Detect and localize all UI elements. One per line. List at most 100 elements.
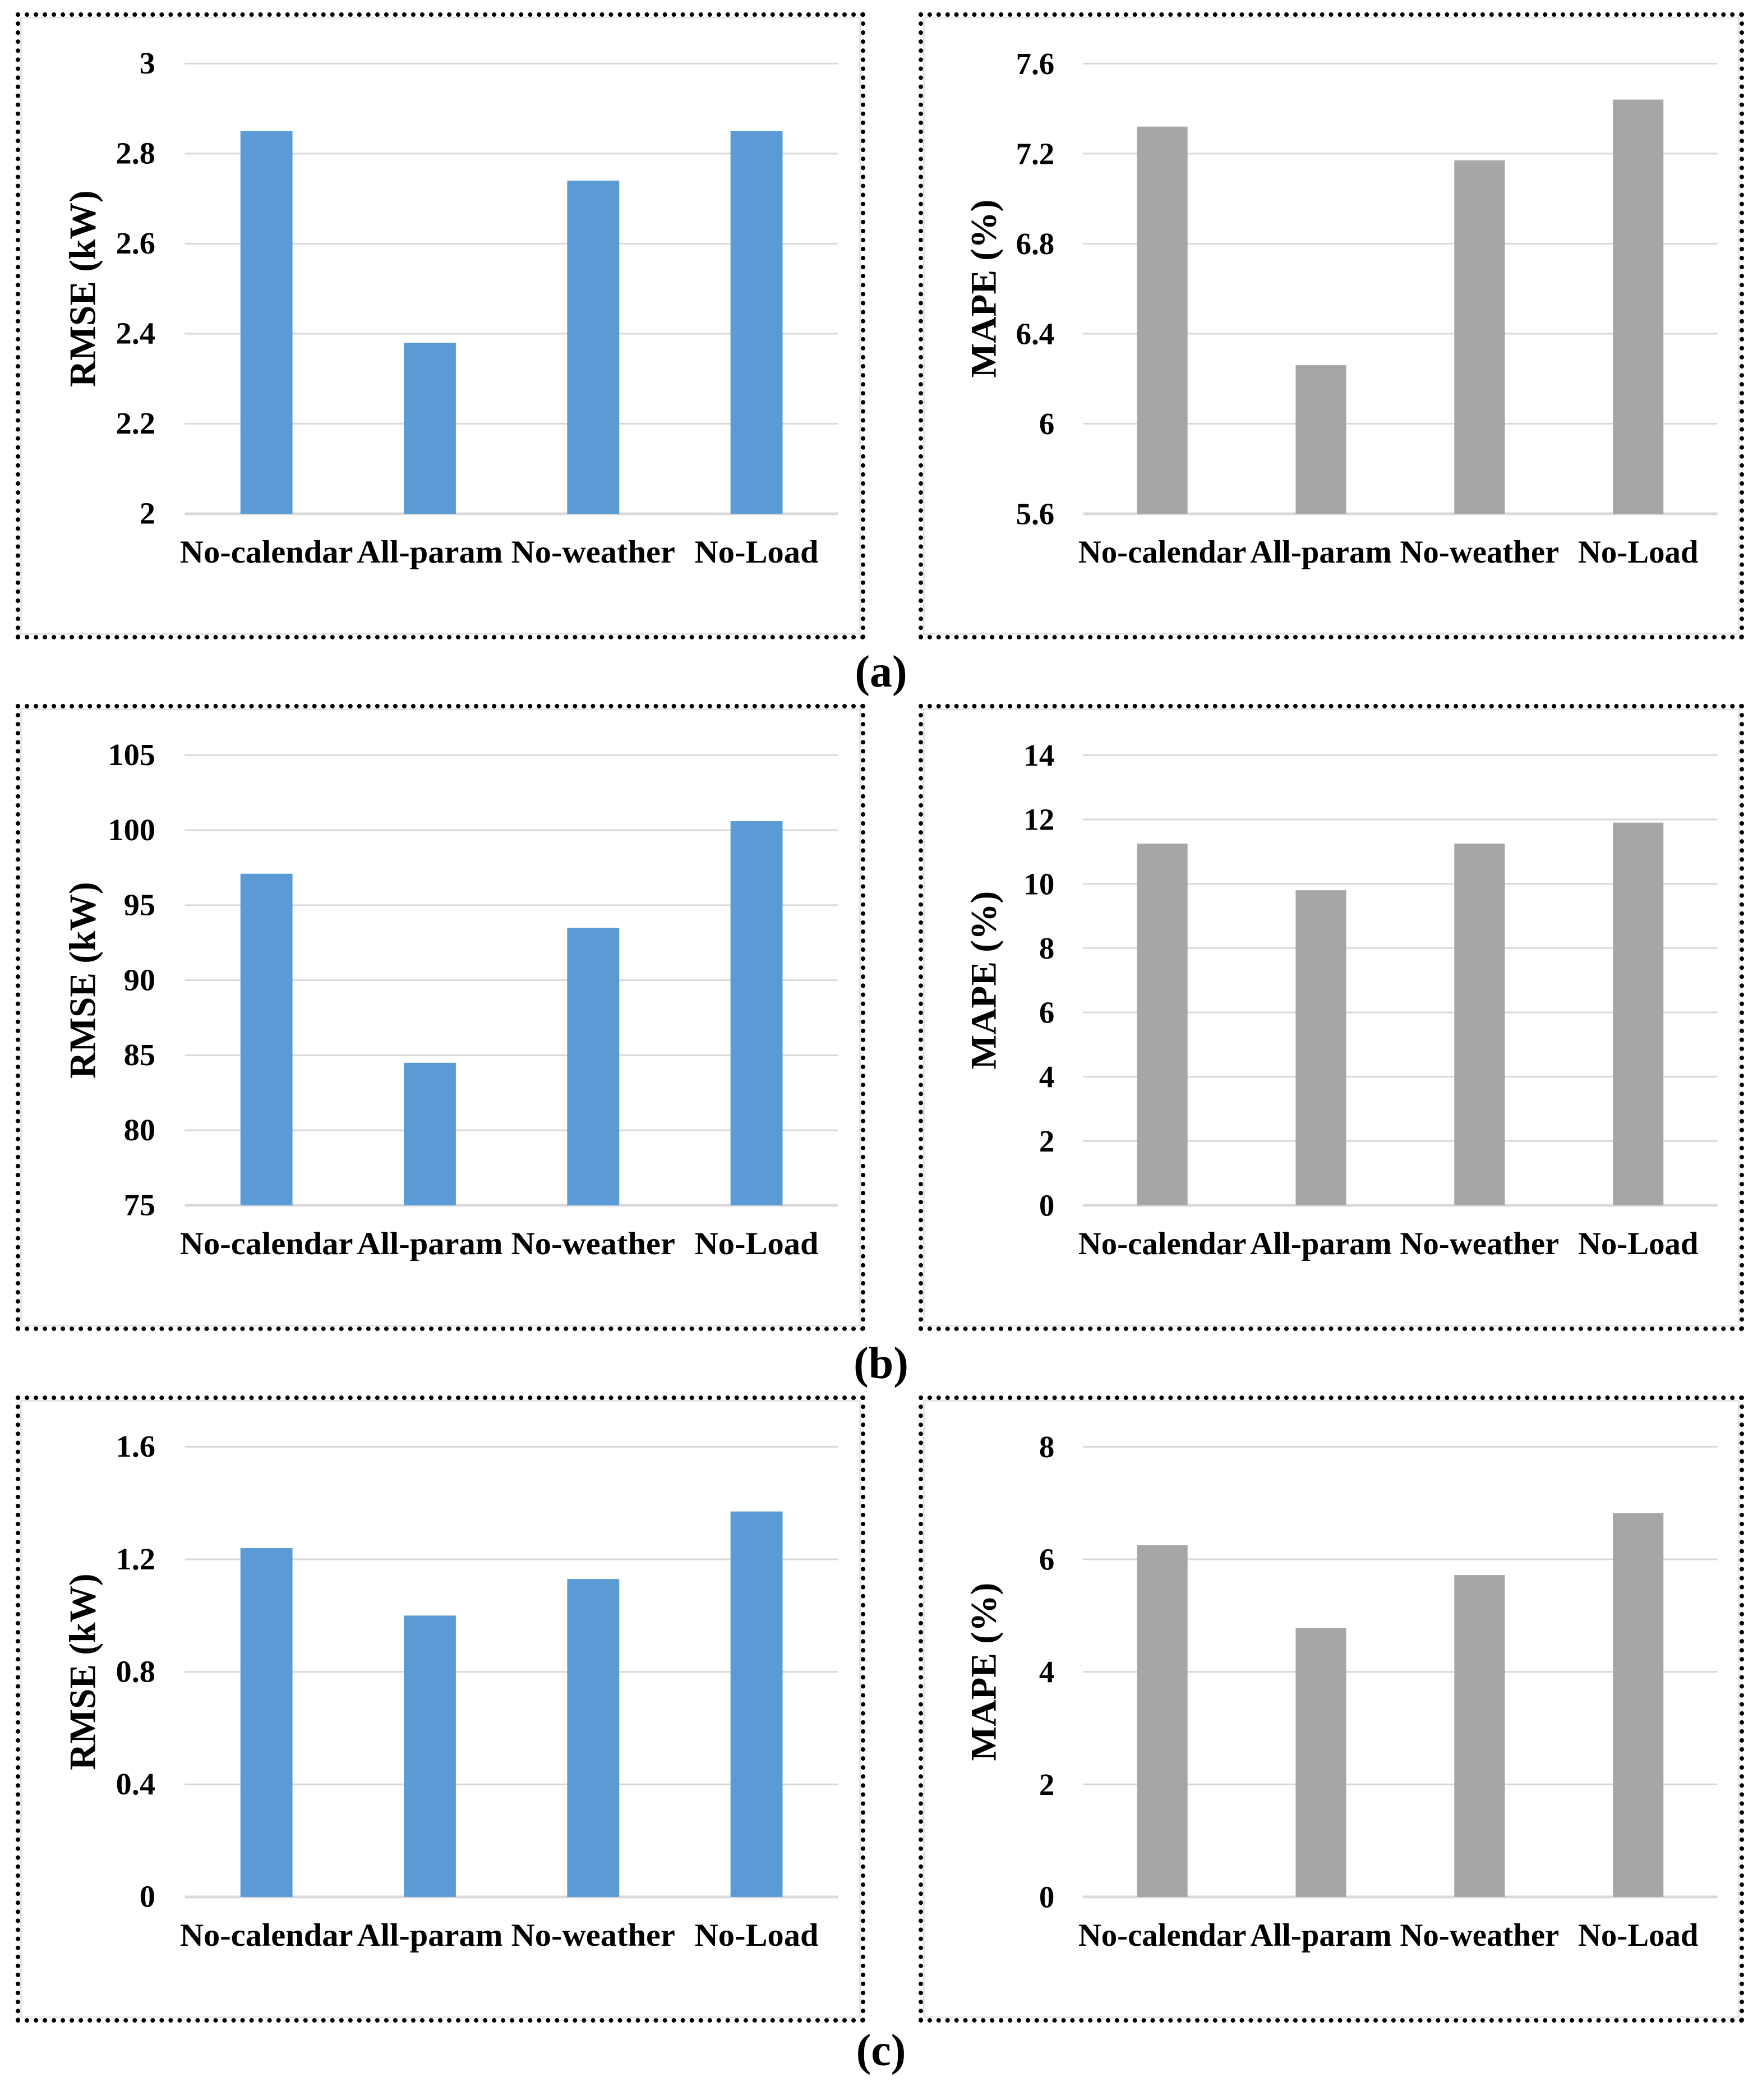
x-category-label: No-Load bbox=[1578, 1226, 1699, 1261]
y-tick-label: 6.8 bbox=[1016, 227, 1055, 261]
bar-all-param bbox=[404, 1062, 456, 1205]
caption-b: (b) bbox=[854, 1338, 908, 1388]
bar-no-calendar bbox=[1137, 1545, 1188, 1897]
bar-chart-a-mape: 5.6 6 6.4 6.8 7.2 7.6 No-calendar All-param No-w… bbox=[964, 47, 1718, 570]
x-category-label: No-weather bbox=[1400, 1918, 1559, 1953]
bar-no-weather bbox=[567, 181, 620, 514]
y-tick-label: 5.6 bbox=[1016, 496, 1055, 531]
x-category-label: All-param bbox=[357, 1226, 502, 1261]
caption-row-c: (c) bbox=[16, 2023, 1746, 2100]
x-category-label: No-weather bbox=[511, 1917, 675, 1953]
y-tick-label: 14 bbox=[1023, 738, 1054, 772]
bar-no-load bbox=[1613, 1513, 1664, 1897]
y-tick-label: 90 bbox=[124, 963, 155, 997]
bar-no-weather bbox=[1454, 844, 1505, 1205]
x-category-label: No-Load bbox=[1578, 535, 1699, 570]
y-tick-label: 1.2 bbox=[116, 1542, 155, 1576]
chart-row-b: 75 80 85 90 95 100 105 No-calendar All-param No-w… bbox=[16, 704, 1746, 1331]
bar-all-param bbox=[404, 1615, 456, 1897]
bar-all-param bbox=[1295, 365, 1346, 514]
y-tick-label: 0 bbox=[1039, 1880, 1054, 1914]
x-category-label: No-weather bbox=[511, 534, 675, 570]
x-category-label: All-param bbox=[1250, 1226, 1391, 1261]
y-tick-label: 2.4 bbox=[116, 316, 155, 351]
y-tick-label: 2.2 bbox=[116, 407, 155, 441]
y-tick-label: 8 bbox=[1039, 1430, 1054, 1464]
y-axis-title: MAPE (%) bbox=[964, 891, 1004, 1070]
y-tick-label: 85 bbox=[124, 1038, 155, 1072]
y-tick-label: 2 bbox=[1039, 1124, 1054, 1158]
y-tick-label: 95 bbox=[124, 888, 155, 922]
y-tick-label: 100 bbox=[108, 813, 155, 847]
x-category-label: No-Load bbox=[695, 1917, 819, 1953]
x-category-label: All-param bbox=[357, 534, 502, 570]
y-tick-label: 2.6 bbox=[116, 227, 155, 261]
y-tick-label: 4 bbox=[1039, 1655, 1054, 1689]
panel-c-mape: 0 2 4 6 8 No-calendar All-param No-weather No-Lo… bbox=[919, 1396, 1744, 2023]
bar-no-load bbox=[730, 131, 783, 514]
bar-no-load bbox=[730, 821, 783, 1205]
y-axis-title: RMSE (kW) bbox=[62, 1573, 104, 1770]
y-tick-label: 6.4 bbox=[1016, 316, 1055, 351]
y-tick-label: 0 bbox=[140, 1880, 155, 1914]
bar-no-weather bbox=[567, 928, 620, 1205]
bar-no-calendar bbox=[240, 873, 293, 1205]
y-tick-label: 1.6 bbox=[116, 1430, 155, 1464]
panel-b-mape: 0 2 4 6 8 10 12 14 No-calendar All-param No-weathe… bbox=[919, 704, 1744, 1331]
y-tick-label: 105 bbox=[108, 738, 155, 772]
y-tick-label: 4 bbox=[1039, 1060, 1054, 1094]
y-tick-label: 7.6 bbox=[1016, 47, 1055, 81]
y-tick-label: 0.4 bbox=[116, 1767, 155, 1802]
bar-no-calendar bbox=[240, 131, 293, 514]
y-tick-label: 10 bbox=[1023, 867, 1054, 901]
x-category-label: No-calendar bbox=[1078, 535, 1247, 570]
bar-no-weather bbox=[1454, 1575, 1505, 1897]
y-tick-label: 3 bbox=[140, 47, 155, 81]
x-category-label: All-param bbox=[357, 1917, 502, 1953]
y-tick-label: 6 bbox=[1039, 1542, 1054, 1576]
y-tick-label: 7.2 bbox=[1016, 136, 1055, 171]
x-category-label: No-weather bbox=[511, 1226, 675, 1261]
bar-no-load bbox=[730, 1511, 783, 1897]
y-tick-label: 8 bbox=[1039, 931, 1054, 965]
x-category-label: No-weather bbox=[1400, 1226, 1559, 1261]
bar-chart-b-mape: 0 2 4 6 8 10 12 14 No-calendar All-param No-weathe… bbox=[964, 738, 1718, 1261]
y-axis-title: MAPE (%) bbox=[964, 1583, 1004, 1761]
x-category-label: No-calendar bbox=[180, 1917, 353, 1953]
caption-c: (c) bbox=[856, 2026, 906, 2075]
chart-row-a: 2 2.2 2.4 2.6 2.8 3 No-calendar All-param No-wea… bbox=[16, 12, 1746, 639]
y-axis-title: RMSE (kW) bbox=[62, 190, 104, 387]
bar-no-load bbox=[1613, 822, 1664, 1205]
bar-chart-a-rmse: 2 2.2 2.4 2.6 2.8 3 No-calendar All-param No-wea… bbox=[62, 47, 838, 570]
bar-chart-c-rmse: 0 0.4 0.8 1.2 1.6 No-calendar All-param No-weat… bbox=[62, 1430, 838, 1953]
bar-no-calendar bbox=[1137, 126, 1188, 514]
chart-row-c: 0 0.4 0.8 1.2 1.6 No-calendar All-param No-weat… bbox=[16, 1396, 1746, 2023]
x-category-label: No-weather bbox=[1400, 535, 1559, 570]
panel-a-rmse: 2 2.2 2.4 2.6 2.8 3 No-calendar All-param No-wea… bbox=[16, 12, 865, 639]
bar-all-param bbox=[1295, 1628, 1346, 1897]
x-category-label: All-param bbox=[1250, 1918, 1391, 1953]
y-tick-label: 75 bbox=[124, 1188, 155, 1222]
x-category-label: No-calendar bbox=[1078, 1918, 1247, 1953]
y-tick-label: 2.8 bbox=[116, 136, 155, 171]
y-axis-title: MAPE (%) bbox=[964, 200, 1004, 378]
y-tick-label: 2 bbox=[140, 496, 155, 531]
caption-a: (a) bbox=[855, 647, 907, 697]
x-category-label: All-param bbox=[1250, 535, 1391, 570]
bar-no-calendar bbox=[240, 1548, 293, 1897]
x-category-label: No-Load bbox=[1578, 1918, 1699, 1953]
bar-no-load bbox=[1613, 99, 1664, 514]
bar-all-param bbox=[404, 342, 456, 514]
y-tick-label: 80 bbox=[124, 1113, 155, 1147]
y-tick-label: 2 bbox=[1039, 1767, 1054, 1802]
x-category-label: No-calendar bbox=[1078, 1226, 1247, 1261]
bar-no-calendar bbox=[1137, 844, 1188, 1205]
panel-b-rmse: 75 80 85 90 95 100 105 No-calendar All-param No-w… bbox=[16, 704, 865, 1331]
caption-row-a: (a) bbox=[16, 639, 1746, 704]
x-category-label: No-calendar bbox=[180, 1226, 353, 1261]
panel-c-rmse: 0 0.4 0.8 1.2 1.6 No-calendar All-param No-weat… bbox=[16, 1396, 865, 2023]
bar-no-weather bbox=[567, 1579, 620, 1897]
panel-a-mape: 5.6 6 6.4 6.8 7.2 7.6 No-calendar All-param No-w… bbox=[919, 12, 1744, 639]
y-tick-label: 12 bbox=[1023, 802, 1054, 836]
